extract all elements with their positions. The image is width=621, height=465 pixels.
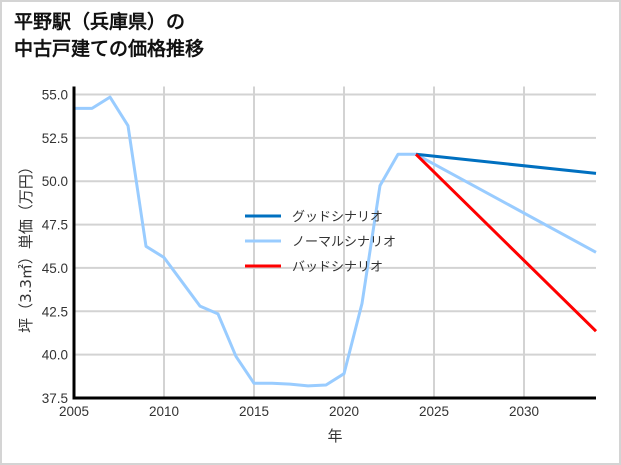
series-lines <box>74 95 598 388</box>
chart-title-line-2: 中古戸建ての価格推移 <box>14 38 205 60</box>
y-tick-label: 52.5 <box>42 131 68 146</box>
x-tick-label: 2015 <box>239 404 269 419</box>
chart-title: 平野駅（兵庫県）の 中古戸建ての価格推移 <box>14 9 204 63</box>
series-line <box>414 153 598 333</box>
tick-labels: 37.5 40.0 42.5 45.0 47.5 50.0 52.5 55.0 2005 2010… <box>42 88 539 420</box>
y-tick-label: 55.0 <box>42 88 68 103</box>
series-line <box>74 95 597 388</box>
y-tick-label: 50.0 <box>42 174 68 189</box>
y-tick-label: 42.5 <box>42 304 68 319</box>
y-tick-label: 37.5 <box>42 391 68 406</box>
chart-title-line-1: 平野駅（兵庫県）の <box>14 11 186 33</box>
legend-label: バッドシナリオ <box>292 260 383 275</box>
y-tick-label: 40.0 <box>42 348 68 363</box>
grid-lines <box>74 86 596 398</box>
series-line <box>415 152 597 175</box>
x-tick-label: 2010 <box>149 404 179 419</box>
x-tick-label: 2020 <box>329 404 359 419</box>
y-tick-label: 47.5 <box>42 218 68 233</box>
x-tick-label: 2030 <box>509 404 539 419</box>
legend-label: ノーマルシナリオ <box>292 235 396 250</box>
y-tick-label: 45.0 <box>42 261 68 276</box>
y-axis-label: 坪（3.3㎡）単価（万円） <box>17 159 35 333</box>
axes <box>72 86 596 400</box>
x-tick-label: 2005 <box>59 404 89 419</box>
x-tick-label: 2025 <box>419 404 449 419</box>
legend-label: グッドシナリオ <box>292 210 383 225</box>
x-axis-label: 年 <box>327 427 342 445</box>
